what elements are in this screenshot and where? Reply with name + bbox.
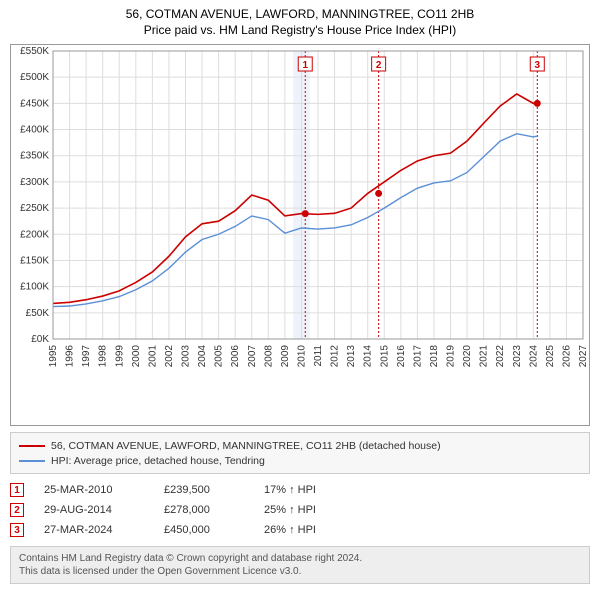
legend-swatch <box>19 460 45 462</box>
svg-text:2022: 2022 <box>495 345 506 368</box>
sale-date: 29-AUG-2014 <box>44 504 144 516</box>
svg-text:2008: 2008 <box>263 345 274 368</box>
svg-text:£200K: £200K <box>20 230 49 241</box>
chart-title: 56, COTMAN AVENUE, LAWFORD, MANNINGTREE,… <box>10 6 590 38</box>
sale-price: £450,000 <box>164 524 244 536</box>
sale-date: 27-MAR-2024 <box>44 524 144 536</box>
chart-svg: £0K £50K £100K £150K £200K £250K £300K £350K £40… <box>11 45 589 375</box>
footer-line-1: Contains HM Land Registry data © Crown c… <box>19 552 581 565</box>
svg-text:2004: 2004 <box>197 345 208 368</box>
svg-text:2018: 2018 <box>429 345 440 368</box>
svg-text:2007: 2007 <box>247 345 258 368</box>
svg-text:2001: 2001 <box>147 345 158 368</box>
attribution-footer: Contains HM Land Registry data © Crown c… <box>10 546 590 584</box>
svg-text:£250K: £250K <box>20 203 49 214</box>
sale-pct: 25% ↑ HPI <box>264 504 354 516</box>
title-line-1: 56, COTMAN AVENUE, LAWFORD, MANNINGTREE,… <box>10 6 590 22</box>
svg-text:2000: 2000 <box>131 345 142 368</box>
svg-text:£150K: £150K <box>20 256 49 267</box>
svg-text:1995: 1995 <box>48 345 59 368</box>
svg-text:2011: 2011 <box>313 345 324 367</box>
sale-price: £239,500 <box>164 484 244 496</box>
svg-text:£400K: £400K <box>20 125 49 136</box>
svg-text:£100K: £100K <box>20 282 49 293</box>
svg-text:1998: 1998 <box>98 345 109 368</box>
svg-text:2: 2 <box>376 60 382 71</box>
svg-text:1999: 1999 <box>114 345 125 368</box>
svg-text:2024: 2024 <box>528 345 539 368</box>
svg-text:1996: 1996 <box>65 345 76 368</box>
svg-text:2017: 2017 <box>412 345 423 368</box>
svg-text:2003: 2003 <box>181 345 192 368</box>
svg-text:£500K: £500K <box>20 73 49 84</box>
svg-text:2012: 2012 <box>330 345 341 368</box>
svg-text:1997: 1997 <box>81 345 92 368</box>
sale-marker: 3 <box>10 523 24 537</box>
svg-text:2020: 2020 <box>462 345 473 368</box>
sale-row: 1 25-MAR-2010 £239,500 17% ↑ HPI <box>10 480 590 500</box>
svg-text:2016: 2016 <box>396 345 407 368</box>
svg-text:2014: 2014 <box>363 345 374 368</box>
svg-text:2023: 2023 <box>512 345 523 368</box>
sale-marker: 1 <box>10 483 24 497</box>
svg-text:2005: 2005 <box>214 345 225 368</box>
legend-row: 56, COTMAN AVENUE, LAWFORD, MANNINGTREE,… <box>19 438 581 453</box>
footer-line-2: This data is licensed under the Open Gov… <box>19 565 581 578</box>
svg-text:£300K: £300K <box>20 177 49 188</box>
sale-pct: 26% ↑ HPI <box>264 524 354 536</box>
svg-text:2010: 2010 <box>296 345 307 368</box>
svg-text:£0K: £0K <box>31 334 49 345</box>
legend-label: 56, COTMAN AVENUE, LAWFORD, MANNINGTREE,… <box>51 440 441 452</box>
svg-text:£50K: £50K <box>26 308 50 319</box>
legend-label: HPI: Average price, detached house, Tend… <box>51 455 265 467</box>
sale-price: £278,000 <box>164 504 244 516</box>
svg-text:£550K: £550K <box>20 46 49 57</box>
svg-text:3: 3 <box>535 60 541 71</box>
svg-text:2019: 2019 <box>446 345 457 368</box>
svg-text:£450K: £450K <box>20 99 49 110</box>
svg-text:2009: 2009 <box>280 345 291 368</box>
price-chart: £0K £50K £100K £150K £200K £250K £300K £350K £40… <box>10 44 590 426</box>
svg-text:2021: 2021 <box>479 345 490 368</box>
svg-text:1: 1 <box>302 60 308 71</box>
svg-text:2027: 2027 <box>578 345 589 368</box>
legend-row: HPI: Average price, detached house, Tend… <box>19 453 581 468</box>
svg-text:2015: 2015 <box>379 345 390 368</box>
svg-text:£350K: £350K <box>20 151 49 162</box>
svg-text:2026: 2026 <box>561 345 572 368</box>
sale-marker: 2 <box>10 503 24 517</box>
svg-text:2025: 2025 <box>545 345 556 368</box>
sale-row: 3 27-MAR-2024 £450,000 26% ↑ HPI <box>10 520 590 540</box>
svg-text:2006: 2006 <box>230 345 241 368</box>
sale-row: 2 29-AUG-2014 £278,000 25% ↑ HPI <box>10 500 590 520</box>
sale-date: 25-MAR-2010 <box>44 484 144 496</box>
svg-text:2002: 2002 <box>164 345 175 368</box>
legend: 56, COTMAN AVENUE, LAWFORD, MANNINGTREE,… <box>10 432 590 474</box>
title-line-2: Price paid vs. HM Land Registry's House … <box>10 22 590 38</box>
sale-pct: 17% ↑ HPI <box>264 484 354 496</box>
svg-text:2013: 2013 <box>346 345 357 368</box>
sales-table: 1 25-MAR-2010 £239,500 17% ↑ HPI 2 29-AUG-201… <box>10 480 590 540</box>
legend-swatch <box>19 445 45 447</box>
